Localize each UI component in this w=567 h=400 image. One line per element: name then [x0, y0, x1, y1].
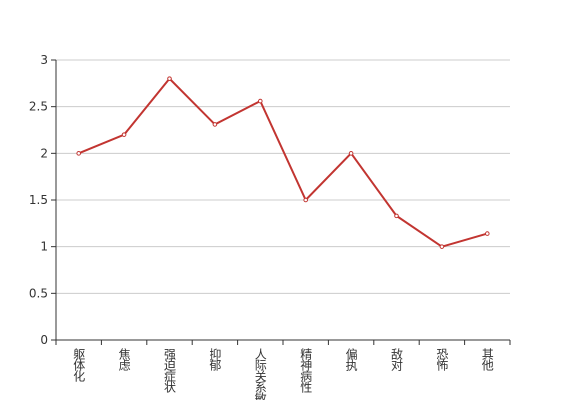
point [76, 151, 81, 156]
x-tick-label: 恐怖 [435, 348, 449, 371]
y-tick-label: 2 [40, 146, 48, 160]
x-tick-label: 躯体化 [72, 347, 86, 383]
x-tick-label: 焦虑 [117, 348, 131, 371]
x-tick-label: 强迫症状 [163, 348, 177, 393]
point [485, 231, 490, 236]
y-tick-label: 0 [40, 333, 48, 347]
line [78, 77, 488, 248]
point [394, 213, 399, 219]
point [167, 76, 172, 81]
y-tick-label: 0.5 [29, 286, 48, 300]
point [212, 122, 218, 127]
y-tick-label: 1.5 [29, 193, 48, 207]
y-tick-label: 1 [40, 240, 48, 254]
x-tick-label: 精神病性 [299, 348, 313, 394]
x-tick-label: 抑郁 [208, 347, 222, 372]
x-tick-label: 人际关系敏感 [253, 348, 267, 400]
x-tick-label: 其他 [480, 348, 494, 371]
y-tick-label: 2.5 [29, 100, 48, 114]
point [121, 132, 127, 137]
x-tick-label: 敌对 [390, 347, 404, 371]
point [303, 197, 309, 203]
x-tick-label: 偏执 [344, 347, 358, 372]
point [258, 98, 263, 104]
y-tick-label: 3 [40, 53, 48, 67]
point [439, 244, 445, 249]
point [348, 151, 354, 156]
